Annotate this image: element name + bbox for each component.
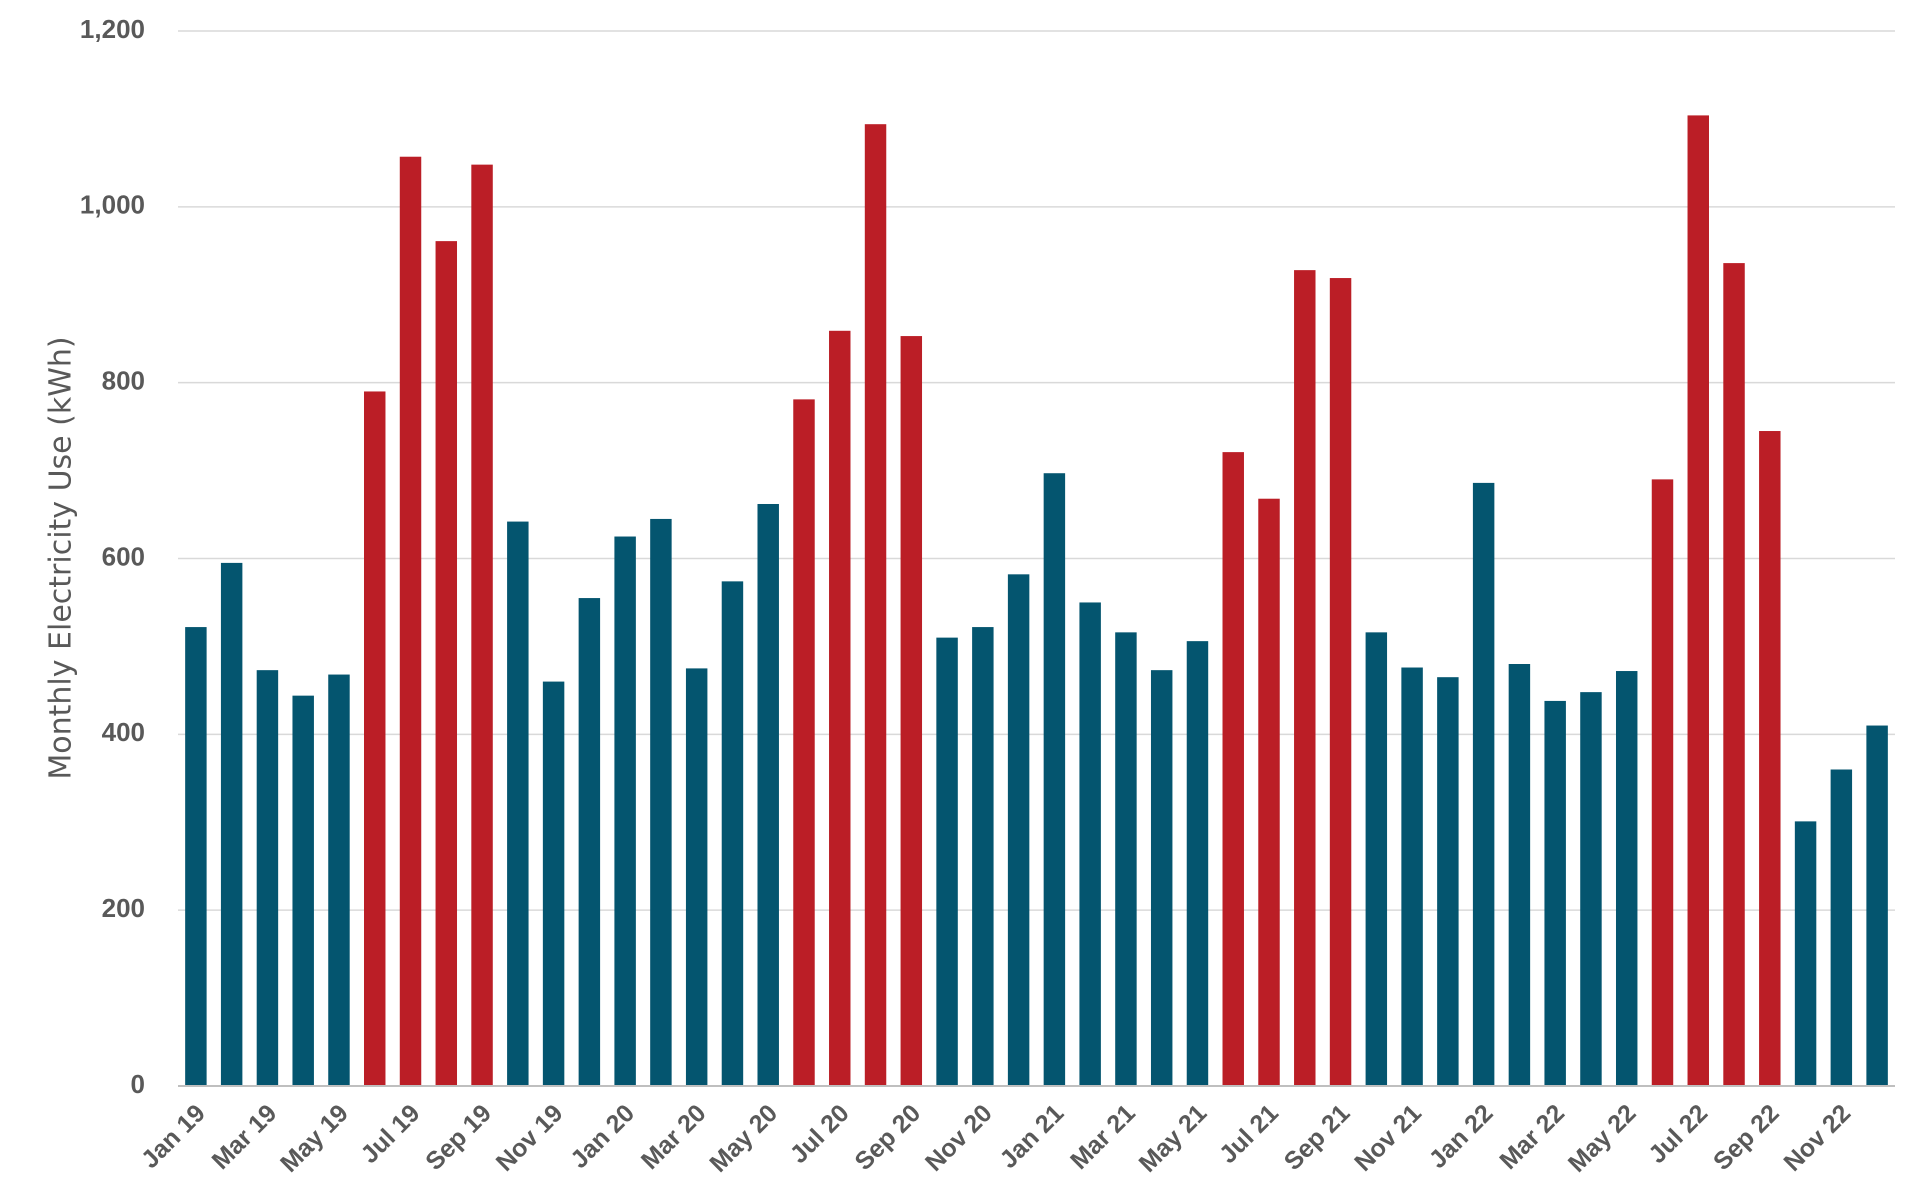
bar [757,503,779,1086]
x-tick-label: Jul 20 [785,1099,855,1169]
bar [292,695,314,1086]
y-tick-label: 1,200 [80,14,145,44]
y-tick-label: 800 [102,366,145,396]
x-tick-label: May 20 [704,1099,783,1178]
x-tick-label: Jul 22 [1643,1099,1713,1169]
bar [1794,821,1817,1086]
bar [1723,263,1745,1087]
bar [364,391,386,1086]
bar [1401,667,1423,1086]
bar [1472,482,1495,1086]
y-tick-label: 1,000 [80,190,145,220]
bar [614,536,636,1086]
bar [829,330,851,1086]
x-tick-label: Sep 22 [1708,1099,1785,1176]
x-tick-label: May 21 [1134,1099,1213,1178]
x-tick-label: Mar 22 [1494,1099,1570,1175]
y-axis-label: Monthly Electricity Use (kWh) [44,336,79,779]
bar [185,627,207,1086]
x-tick-label: Jan 21 [994,1099,1069,1174]
bar [721,581,744,1086]
y-tick-label: 0 [131,1069,145,1099]
x-tick-label: Jul 21 [1214,1099,1284,1169]
bar [1615,671,1638,1086]
bar [1043,473,1066,1086]
x-tick-label: May 19 [275,1099,354,1178]
x-tick-label: Mar 20 [636,1099,712,1175]
bar [471,164,493,1087]
bars [185,115,1888,1087]
bar [220,562,243,1086]
bar [936,637,958,1086]
x-tick-label: Mar 19 [207,1099,283,1175]
x-tick-label: Mar 21 [1065,1099,1141,1175]
bar [1580,692,1602,1086]
bar [972,627,994,1086]
bar [1687,115,1709,1086]
bar [1007,574,1030,1086]
bar [864,124,887,1087]
bar [1079,602,1101,1086]
y-tick-label: 400 [102,717,145,747]
bar [1759,431,1781,1086]
x-tick-label: Nov 19 [491,1099,569,1177]
x-tick-label: Jan 20 [565,1099,640,1174]
bar [1830,769,1853,1086]
bar [1222,452,1244,1086]
bar [435,241,458,1086]
bar [399,156,422,1087]
bar [1294,270,1316,1087]
bar [578,598,601,1086]
x-tick-label: Sep 21 [1279,1099,1356,1176]
bar [1186,641,1209,1086]
x-tick-label: Nov 21 [1349,1099,1427,1177]
y-axis-ticks: 0 200 400 600 800 1,000 1,200 [80,14,145,1099]
bar [1150,670,1173,1086]
gridlines [178,30,1895,911]
bar [1115,632,1137,1086]
bar [1651,479,1674,1086]
bar [1365,632,1388,1086]
y-tick-label: 200 [102,893,145,923]
bar [1329,278,1352,1086]
bar [793,399,815,1086]
x-tick-label: Jan 22 [1424,1099,1499,1174]
bar [507,521,529,1086]
x-tick-label: Jul 19 [356,1099,426,1169]
x-tick-label: Nov 22 [1778,1099,1856,1177]
x-tick-label: May 22 [1563,1099,1642,1178]
x-tick-label: Sep 19 [420,1099,497,1176]
y-tick-label: 600 [102,541,145,571]
x-tick-label: Nov 20 [920,1099,998,1177]
bar [328,674,350,1086]
bar [1866,725,1888,1086]
bar [1258,498,1280,1086]
bar [256,670,279,1086]
bar [1544,700,1566,1086]
bar [1508,664,1531,1086]
bar [1437,677,1459,1086]
bar [542,681,565,1086]
bar [900,336,923,1087]
x-tick-label: Sep 20 [849,1099,926,1176]
x-tick-label: Jan 19 [136,1099,211,1174]
bar [650,518,672,1086]
bar [685,668,708,1086]
